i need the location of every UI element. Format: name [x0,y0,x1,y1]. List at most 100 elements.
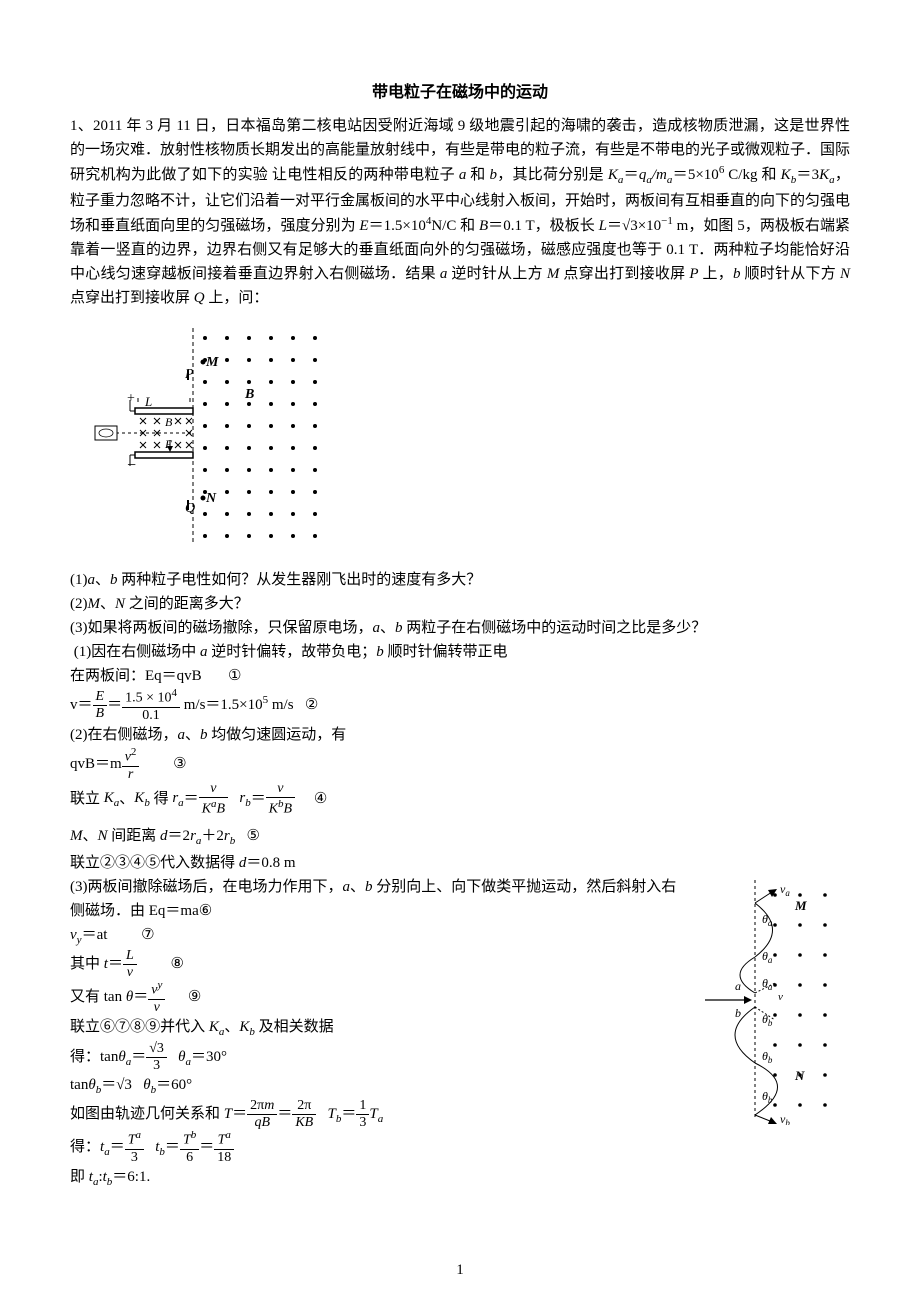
svg-text:L: L [144,394,152,409]
t: E [93,690,108,706]
t: r [122,767,140,782]
t: K [202,801,211,816]
sol-2: 在两板间：Eq＝qvB ① [70,664,850,688]
svg-text:θb: θb [762,1012,773,1028]
svg-text:M: M [794,898,807,913]
sol-6: 联立②③④⑤代入数据得 d＝0.8 m [70,851,850,875]
sol-5: M、N 间距离 d＝2ra＋2rb ⑤ [70,824,850,851]
t: ＝30° [191,1049,227,1065]
t: 联立 [70,1019,100,1035]
t: 、 [83,828,98,844]
t: 其中 [70,956,104,972]
t: v [148,1000,165,1015]
t: ＝ [165,1139,180,1155]
t: 3 [125,1150,144,1165]
figure-1: P M Q N L B B E + − [90,320,850,558]
t: ＝1.5×10 [369,218,426,234]
t: ＝at [82,927,108,943]
t: 顺时针从下方 [740,266,839,282]
t: B [217,801,226,816]
t: ⑨ [145,1019,160,1035]
t: 2 [131,746,137,758]
svg-text:N: N [794,1068,805,1083]
sol-15: 即 ta:tb＝6:1. [70,1165,850,1192]
t: qB [247,1115,277,1130]
circle-3: ③ [173,756,186,772]
t: 逆时针从上方 [447,266,546,282]
t: a [225,1129,231,1141]
t: T [183,1133,191,1148]
svg-text:+: + [127,391,135,406]
page-title: 带电粒子在磁场中的运动 [70,80,850,106]
t: ＝0.1 T，极板长 [488,218,598,234]
t: tan [70,1077,88,1093]
t: (1) [70,572,88,588]
t: B [284,801,293,816]
svg-text:θa: θa [762,976,773,992]
t: 如图由轨迹几何关系和 [70,1106,224,1122]
t: ＝ [341,1106,356,1122]
t: L [123,949,137,965]
t: ＝ [232,1106,247,1122]
t: 联立 [70,790,104,806]
t: y [157,979,162,991]
svg-text:θb: θb [762,1089,773,1105]
t: ＝√3 [101,1077,132,1093]
t: 即 [70,1169,89,1185]
t: T [128,1133,136,1148]
svg-text:Q: Q [185,501,195,516]
circle-7: ⑦ [141,927,154,943]
t: 1 [356,1099,369,1115]
t: ＝ [131,1049,146,1065]
svg-text:θa: θa [762,912,773,928]
t: 顺时针偏转带正电 [384,644,508,660]
sol-1: (1)因在右侧磁场中 a 逆时针偏转，故带负电；b 顺时针偏转带正电 [70,640,850,664]
t: qvB＝m [70,756,122,772]
t: 逆时针偏转，故带负电； [208,644,377,660]
t: ＝ [251,790,266,806]
t: 6 [180,1150,199,1165]
t: m [264,1098,274,1113]
t: Eq＝ma [149,903,199,919]
q2: (2)M、N 之间的距离多大？ [70,592,850,616]
t: 及相关数据 [255,1019,334,1035]
t: 、 [380,620,395,636]
t: 、 [100,596,115,612]
svg-text:vb: vb [780,1112,790,1125]
t: a [136,1129,142,1141]
t: ＝60° [156,1077,192,1093]
t: ＝ [107,697,122,713]
sol-4: 联立 Ka、Kb 得 ra＝vKaB rb＝vKbB ④ [70,782,850,817]
circle-8: ⑧ [171,956,184,972]
t: ，其比荷分别是 [497,167,608,183]
t: 点穿出打到接收屏 [70,290,194,306]
q-num: 1、 [70,118,93,134]
circle-4: ④ [314,790,327,806]
t: 又有 tan [70,989,126,1005]
svg-text:−: − [127,457,136,474]
t: 3 [146,1058,167,1073]
t: −1 [661,215,673,227]
circle-9: ⑨ [188,989,201,1005]
t: 、 [95,572,110,588]
t: B [93,706,108,721]
sol-3: (2)在右侧磁场，a、b 均做匀速圆运动，有 [70,723,850,747]
t: b [191,1129,197,1141]
figure-2: va M θa θa a θa v b θb θb N θb vb [700,875,850,1133]
t: ＝3 [796,167,819,183]
t: 2π [250,1098,264,1113]
t: 间距离 [108,828,161,844]
t: ⑥ [100,1019,115,1035]
t: Eq＝qvB [145,668,202,684]
q1: (1)a、b 两种粒子电性如何？从发生器刚飞出时的速度有多大？ [70,568,850,592]
t: 、 [224,1019,239,1035]
svg-text:θb: θb [762,1049,773,1065]
svg-text:b: b [735,1006,741,1020]
t: (2) [70,596,88,612]
t: v＝ [70,697,93,713]
svg-text:B: B [165,415,173,429]
t: ＝ [277,1106,292,1122]
problem-text: 1、2011 年 3 月 11 日，日本福岛第二核电站因受附近海域 9 级地震引… [70,114,850,311]
circle-1: ① [228,668,241,684]
t: 得 [150,790,173,806]
